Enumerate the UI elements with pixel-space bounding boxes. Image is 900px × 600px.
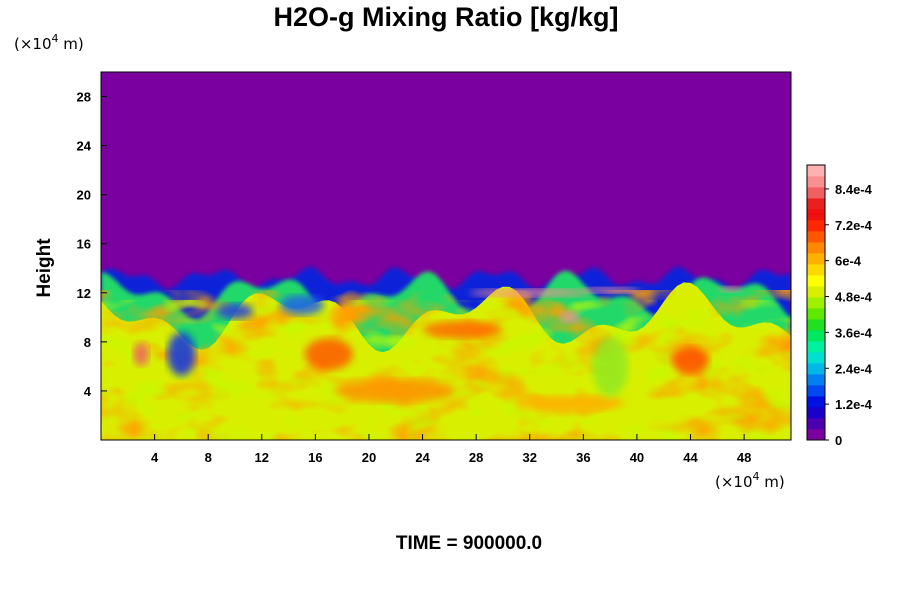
colorbar-swatch <box>807 187 825 199</box>
colorbar-swatch <box>807 341 825 353</box>
colorbar-tick-label: 7.2e-4 <box>835 218 873 233</box>
plume-blob <box>280 295 324 316</box>
colorbar-tick-label: 2.4e-4 <box>835 361 873 376</box>
colorbar-swatch <box>807 286 825 298</box>
colorbar-swatch <box>807 297 825 309</box>
x-axis-unit-suffix: m) <box>760 473 785 491</box>
colorbar-swatch <box>807 352 825 364</box>
colorbar-swatch <box>807 242 825 254</box>
plume-blob <box>672 346 709 375</box>
colorbar-swatch <box>807 275 825 287</box>
colorbar-swatch <box>807 319 825 331</box>
colorbar-swatch <box>807 209 825 221</box>
chart-title: H2O-g Mixing Ratio [kg/kg] <box>273 2 618 32</box>
plume-blob <box>304 338 353 371</box>
colorbar-tick-label: 4.8e-4 <box>835 290 873 305</box>
x-axis-unit-base: (×10 <box>715 473 753 491</box>
colorbar-tick-label: 3.6e-4 <box>835 325 873 340</box>
y-axis-unit: (×104 m) <box>14 32 84 53</box>
colorbar-tick-label: 0 <box>835 433 842 448</box>
x-tick-label: 28 <box>469 450 483 465</box>
y-tick-label: 24 <box>77 139 92 154</box>
time-label: TIME = 900000.0 <box>396 533 542 554</box>
x-tick-label: 44 <box>683 450 698 465</box>
colorbar-swatch <box>807 418 825 430</box>
colorbar-swatch <box>807 264 825 276</box>
y-axis-unit-base: (×10 <box>14 35 52 53</box>
x-axis-unit: (×104 m) <box>715 470 785 491</box>
colorbar-swatch <box>807 429 825 441</box>
plume-blob <box>580 287 641 294</box>
colorbar-swatch <box>807 253 825 265</box>
plume-blob <box>592 336 629 397</box>
colorbar-swatch <box>807 385 825 397</box>
x-tick-label: 48 <box>737 450 751 465</box>
colorbar-swatch <box>807 363 825 375</box>
x-tick-label: 40 <box>630 450 644 465</box>
colorbar-tick-label: 6e-4 <box>835 254 862 269</box>
y-tick-label: 4 <box>84 384 92 399</box>
x-tick-label: 12 <box>255 450 269 465</box>
y-axis-ticks: 4 8 12 16 20 24 28 <box>77 90 107 399</box>
x-tick-label: 36 <box>576 450 590 465</box>
y-axis-unit-exp: 4 <box>52 32 59 45</box>
plume-blob <box>469 288 590 297</box>
x-axis-unit-exp: 4 <box>753 470 760 483</box>
x-tick-label: 20 <box>362 450 376 465</box>
plume-blob <box>167 332 196 377</box>
y-tick-label: 28 <box>77 90 91 105</box>
colorbar-ticks: 0 1.2e-4 2.4e-4 3.6e-4 4.8e-4 6e-4 7.2e-4 8.4e-… <box>825 182 873 448</box>
x-tick-label: 24 <box>415 450 430 465</box>
plume-blob <box>718 286 743 293</box>
x-axis-ticks: 4 8 12 16 20 24 28 32 36 40 44 48 <box>151 434 751 465</box>
plume-blob <box>133 342 150 367</box>
colorbar-swatch <box>807 308 825 320</box>
colorbar-swatch <box>807 231 825 243</box>
colorbar-swatch <box>807 374 825 386</box>
x-tick-label: 16 <box>308 450 322 465</box>
colorbar-swatch <box>807 407 825 419</box>
x-tick-label: 32 <box>523 450 537 465</box>
plume-features <box>133 286 743 426</box>
colorbar-swatch <box>807 198 825 210</box>
colorbar-swatch <box>807 220 825 232</box>
plume-blob <box>335 378 456 403</box>
plume-blob <box>559 311 580 324</box>
colorbar <box>806 164 826 441</box>
colorbar-swatch <box>807 165 825 177</box>
plume-blob <box>217 303 253 320</box>
y-tick-label: 20 <box>77 188 91 203</box>
plume-blob <box>514 395 625 412</box>
y-axis-label: Height <box>34 238 55 298</box>
x-tick-label: 8 <box>205 450 212 465</box>
colorbar-swatch <box>807 330 825 342</box>
colorbar-swatch <box>807 396 825 408</box>
plume-blob <box>633 405 694 426</box>
colorbar-tick-label: 8.4e-4 <box>835 182 873 197</box>
plot-frame <box>100 71 792 441</box>
y-tick-label: 12 <box>77 286 91 301</box>
y-tick-label: 8 <box>84 335 91 350</box>
plume-blob <box>422 320 503 339</box>
colorbar-tick-label: 1.2e-4 <box>835 397 873 412</box>
moist-layer <box>101 266 791 440</box>
plot-area <box>101 72 791 440</box>
y-axis-unit-suffix: m) <box>59 35 84 53</box>
colorbar-swatch <box>807 176 825 188</box>
y-tick-label: 16 <box>77 237 91 252</box>
colorbar-frame <box>806 164 826 441</box>
x-tick-label: 4 <box>151 450 159 465</box>
